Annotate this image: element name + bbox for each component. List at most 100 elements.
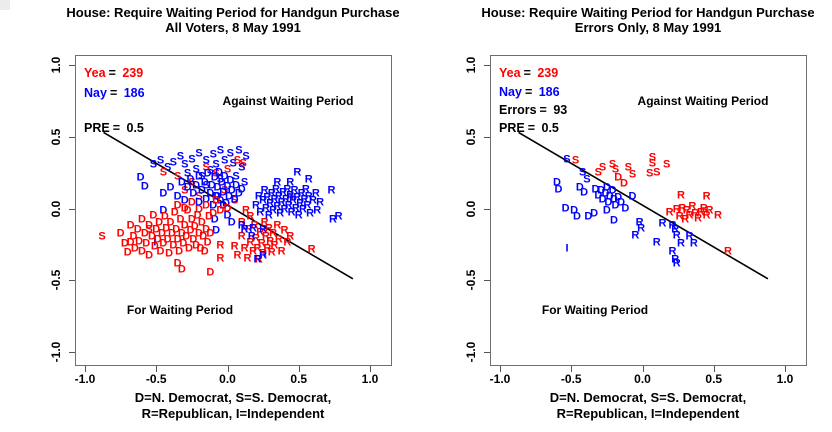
legend-equals: = <box>527 121 536 135</box>
data-point: D <box>204 210 213 223</box>
data-point: R <box>259 247 268 260</box>
y-axis-tick <box>484 208 490 210</box>
legend-equals: = <box>108 66 116 80</box>
data-point: D <box>116 227 125 240</box>
data-point: S <box>169 156 178 169</box>
x-axis-tick <box>227 366 229 372</box>
data-point: S <box>611 163 620 176</box>
corner-artifact <box>0 0 10 10</box>
data-point: R <box>254 253 263 266</box>
data-point: R <box>668 245 677 258</box>
data-point: S <box>239 157 247 170</box>
data-point: D <box>173 233 182 246</box>
data-point: R <box>267 187 276 200</box>
data-point: S <box>198 170 206 183</box>
data-point: D <box>226 174 235 187</box>
data-point: R <box>296 197 305 210</box>
data-point: S <box>181 184 189 197</box>
data-point: R <box>283 183 292 196</box>
data-point: R <box>244 223 253 236</box>
data-point: R <box>266 235 275 247</box>
data-point: R <box>273 219 282 232</box>
data-point: R <box>297 187 306 200</box>
data-point: D <box>180 219 189 232</box>
x-axis-tick <box>642 366 644 372</box>
y-tick-label: -1.0 <box>49 341 63 363</box>
data-point: S <box>238 161 246 174</box>
data-point: D <box>180 194 189 207</box>
y-tick-label: 1.0 <box>464 56 478 74</box>
data-point: D <box>173 190 182 203</box>
plot-panel-all-voters: House: Require Waiting Period for Handgu… <box>49 5 400 421</box>
y-tick-label: 0.0 <box>49 200 63 217</box>
data-point: R <box>260 184 269 197</box>
data-point: D <box>159 237 168 250</box>
data-point: S <box>98 230 106 243</box>
data-point: D <box>223 180 232 193</box>
data-point: D <box>213 181 222 194</box>
data-point: R <box>254 190 263 203</box>
data-point: S <box>195 147 203 160</box>
data-point: S <box>192 163 200 176</box>
data-point: R <box>273 200 282 213</box>
data-point: R <box>260 216 269 229</box>
data-point: R <box>253 242 262 255</box>
data-point: D <box>172 223 181 236</box>
data-point: R <box>249 245 258 258</box>
legend-value: 0.5 <box>538 121 559 135</box>
data-point: R <box>237 230 246 243</box>
data-point: R <box>281 193 290 206</box>
data-point: R <box>230 240 239 253</box>
data-point: D <box>136 171 145 184</box>
data-point: D <box>165 247 174 260</box>
data-point: R <box>259 194 268 207</box>
data-point: D <box>152 223 161 236</box>
data-point: S <box>195 190 203 203</box>
plot-title-line1: House: Require Waiting Period for Handgu… <box>66 5 400 20</box>
x-axis-title-line1: D=N. Democrat, S=S. Democrat, <box>549 390 747 405</box>
x-tick-label: 0.0 <box>219 372 236 386</box>
x-tick-label: 0.5 <box>705 372 723 386</box>
data-point: D <box>591 183 600 196</box>
data-point: D <box>126 236 135 249</box>
data-point: R <box>280 224 289 237</box>
data-point: D <box>186 173 195 186</box>
data-point: R <box>242 204 250 217</box>
data-point: D <box>200 245 209 258</box>
data-point: D <box>160 210 169 223</box>
data-point: R <box>678 202 687 214</box>
data-point: D <box>187 213 196 226</box>
y-axis-tick <box>69 208 75 210</box>
data-point: D <box>138 245 146 258</box>
data-point: R <box>294 209 303 222</box>
data-point: D <box>196 242 205 255</box>
data-point: D <box>590 207 599 220</box>
data-point: R <box>264 209 273 222</box>
data-point: D <box>192 239 201 252</box>
data-point: S <box>230 194 239 207</box>
data-point: R <box>277 196 286 209</box>
legend-label: PRE <box>499 121 525 135</box>
data-point: D <box>189 187 198 200</box>
data-point: D <box>554 183 563 196</box>
legend-row-yea: Yea = 239 <box>84 66 143 80</box>
data-point: D <box>159 204 168 217</box>
y-tick-label: 0.5 <box>49 128 63 146</box>
data-point: D <box>572 210 581 223</box>
data-point: R <box>280 203 289 216</box>
data-point: D <box>195 196 203 209</box>
data-point: S <box>235 144 243 157</box>
data-point: D <box>602 181 611 194</box>
legend-row-pre: PRE = 0.5 <box>84 121 144 135</box>
x-tick-label: -0.5 <box>560 372 582 386</box>
data-point: D <box>147 230 156 243</box>
data-point: D <box>203 236 212 249</box>
data-point: R <box>301 183 310 196</box>
x-axis-tick <box>85 366 86 372</box>
data-point: S <box>653 166 661 179</box>
x-tick-label: 1.0 <box>776 372 794 386</box>
data-point: R <box>672 257 681 270</box>
data-point: R <box>635 216 644 229</box>
data-point: R <box>291 202 300 214</box>
data-point: R <box>261 202 270 214</box>
